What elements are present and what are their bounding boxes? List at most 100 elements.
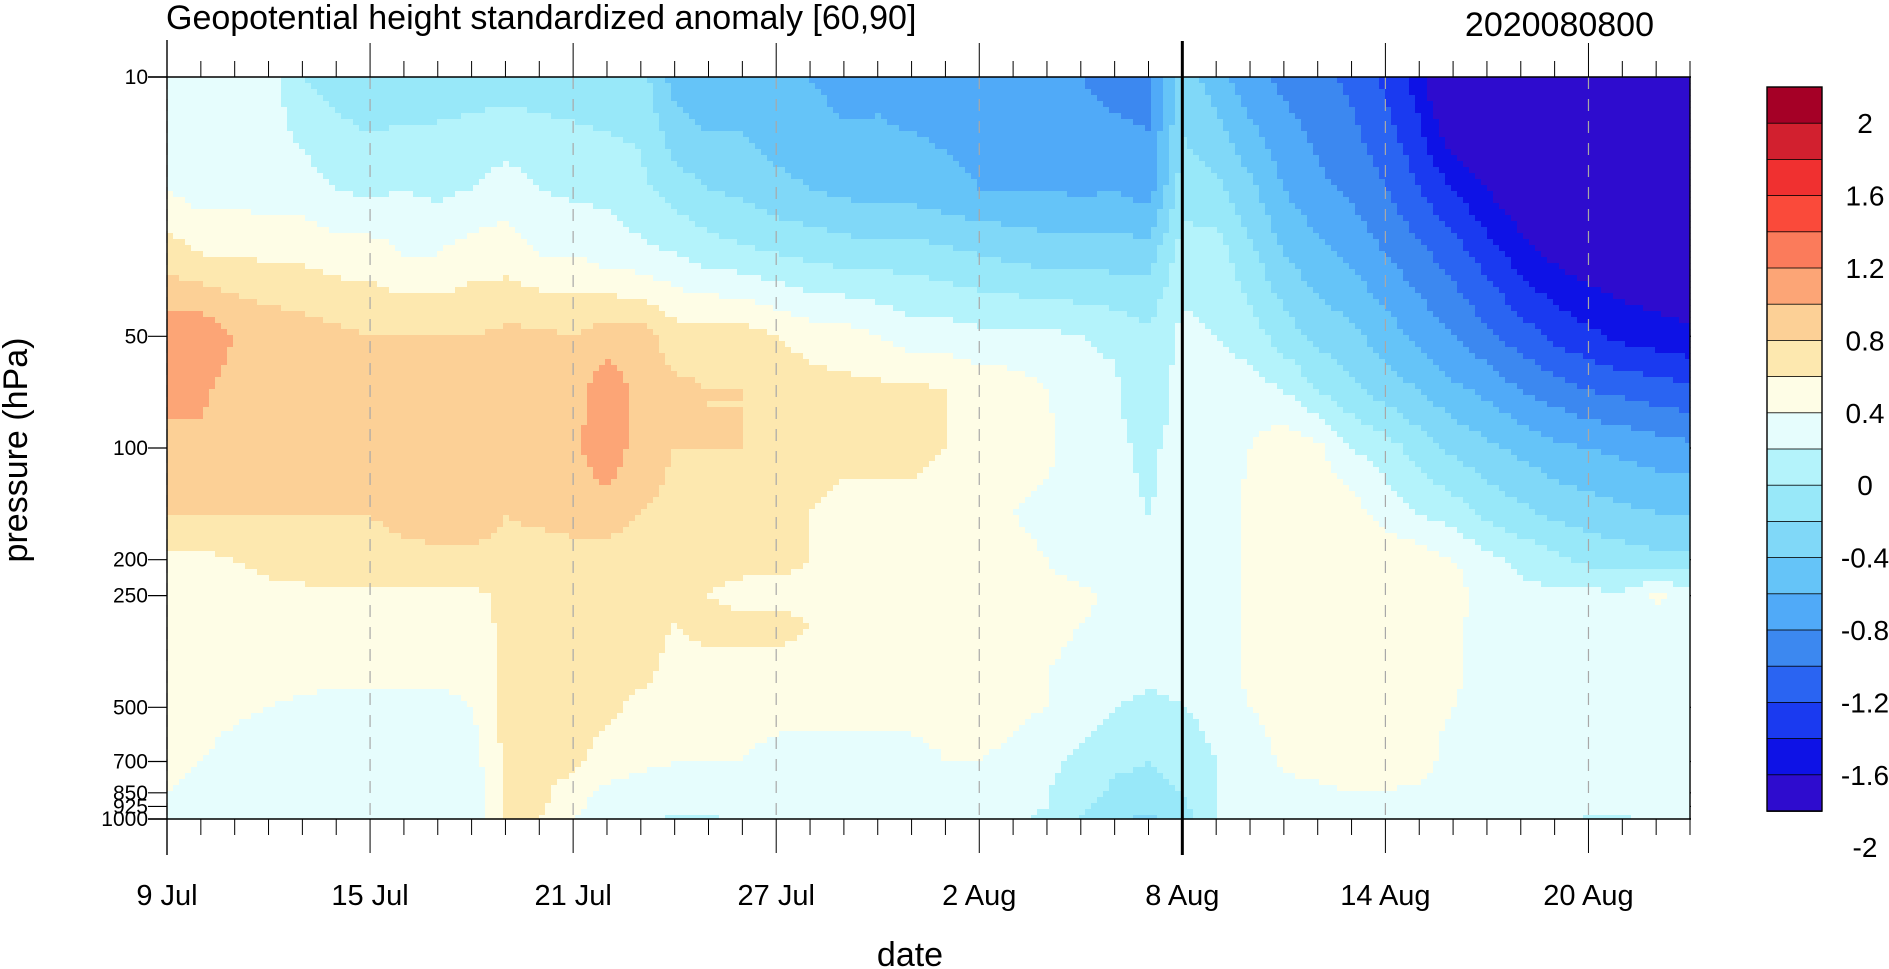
- contour-cell: [863, 167, 870, 174]
- contour-cell: [275, 185, 282, 192]
- contour-cell: [287, 113, 294, 120]
- contour-cell: [1631, 161, 1638, 168]
- contour-cell: [341, 173, 348, 180]
- contour-cell: [1505, 161, 1512, 168]
- contour-cell: [587, 125, 594, 132]
- contour-cell: [965, 83, 972, 90]
- contour-cell: [1235, 143, 1242, 150]
- contour-cell: [1187, 143, 1194, 150]
- contour-cell: [827, 131, 834, 138]
- contour-cell: [557, 107, 564, 114]
- contour-cell: [911, 155, 918, 162]
- contour-cell: [1487, 173, 1494, 180]
- contour-cell: [407, 161, 414, 168]
- contour-cell: [389, 143, 396, 150]
- contour-cell: [701, 107, 708, 114]
- contour-cell: [935, 161, 942, 168]
- contour-cell: [593, 185, 600, 192]
- contour-cell: [497, 179, 504, 186]
- contour-cell: [1013, 107, 1020, 114]
- contour-cell: [623, 185, 630, 192]
- contour-cell: [1571, 173, 1578, 180]
- contour-cell: [767, 113, 774, 120]
- contour-cell: [1421, 185, 1428, 192]
- contour-cell: [1145, 113, 1152, 120]
- contour-cell: [623, 83, 630, 90]
- contour-cell: [1049, 191, 1056, 198]
- contour-cell: [1001, 173, 1008, 180]
- contour-cell: [1487, 149, 1494, 156]
- contour-cell: [971, 173, 978, 180]
- contour-cell: [1229, 113, 1236, 120]
- contour-cell: [1169, 161, 1176, 168]
- contour-cell: [353, 179, 360, 186]
- contour-cell: [905, 83, 912, 90]
- contour-cell: [947, 95, 954, 102]
- contour-cell: [1547, 173, 1554, 180]
- contour-cell: [623, 149, 630, 156]
- contour-cell: [305, 77, 312, 84]
- contour-cell: [1019, 125, 1026, 132]
- contour-cell: [911, 173, 918, 180]
- contour-cell: [1013, 137, 1020, 144]
- contour-cell: [1517, 137, 1524, 144]
- contour-cell: [215, 155, 222, 162]
- contour-cell: [1103, 107, 1110, 114]
- contour-cell: [431, 149, 438, 156]
- contour-cell: [245, 83, 252, 90]
- contour-cell: [1103, 185, 1110, 192]
- contour-cell: [437, 143, 444, 150]
- contour-cell: [353, 167, 360, 174]
- contour-cell: [845, 149, 852, 156]
- contour-cell: [1307, 107, 1314, 114]
- contour-cell: [1073, 155, 1080, 162]
- contour-cell: [227, 77, 234, 84]
- contour-cell: [245, 137, 252, 144]
- contour-cell: [1067, 191, 1074, 198]
- contour-cell: [1481, 155, 1488, 162]
- contour-cell: [767, 155, 774, 162]
- contour-cell: [581, 95, 588, 102]
- contour-cell: [719, 185, 726, 192]
- contour-cell: [1415, 101, 1422, 108]
- contour-cell: [233, 113, 240, 120]
- contour-cell: [1307, 167, 1314, 174]
- contour-cell: [743, 101, 750, 108]
- contour-cell: [1079, 119, 1086, 126]
- contour-cell: [779, 161, 786, 168]
- contour-cell: [935, 143, 942, 150]
- contour-cell: [299, 161, 306, 168]
- contour-cell: [1235, 89, 1242, 96]
- contour-cell: [1067, 101, 1074, 108]
- contour-cell: [1097, 101, 1104, 108]
- contour-cell: [1637, 77, 1644, 84]
- contour-cell: [737, 155, 744, 162]
- contour-cell: [953, 113, 960, 120]
- contour-cell: [389, 155, 396, 162]
- contour-cell: [557, 185, 564, 192]
- contour-cell: [347, 131, 354, 138]
- contour-cell: [1115, 167, 1122, 174]
- contour-cell: [1535, 173, 1542, 180]
- contour-cell: [1421, 125, 1428, 132]
- contour-cell: [1331, 155, 1338, 162]
- contour-cell: [437, 185, 444, 192]
- contour-cell: [1601, 167, 1608, 174]
- contour-cell: [269, 167, 276, 174]
- contour-cell: [767, 83, 774, 90]
- contour-cell: [269, 95, 276, 102]
- contour-cell: [263, 179, 270, 186]
- contour-cell: [887, 95, 894, 102]
- contour-cell: [1607, 113, 1614, 120]
- contour-cell: [479, 173, 486, 180]
- contour-cell: [929, 179, 936, 186]
- contour-cell: [965, 149, 972, 156]
- contour-cell: [1271, 131, 1278, 138]
- contour-cell: [1043, 101, 1050, 108]
- contour-cell: [323, 155, 330, 162]
- contour-cell: [1601, 101, 1608, 108]
- contour-cell: [1031, 101, 1038, 108]
- contour-cell: [371, 89, 378, 96]
- contour-cell: [359, 95, 366, 102]
- contour-cell: [923, 179, 930, 186]
